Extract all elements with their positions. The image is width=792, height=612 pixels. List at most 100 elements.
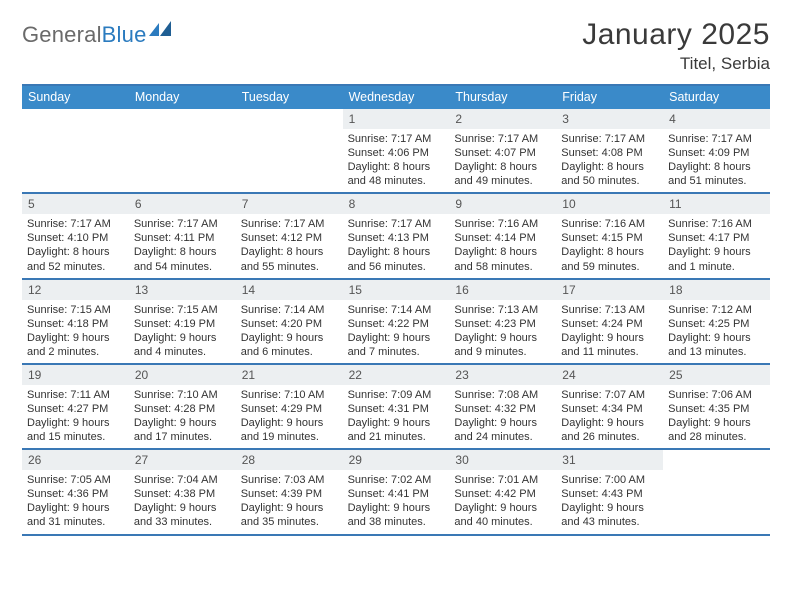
daylight-line: Daylight: 9 hours and 6 minutes. xyxy=(241,331,338,359)
brand-part2: Blue xyxy=(102,22,147,48)
sunrise-line: Sunrise: 7:17 AM xyxy=(561,132,658,146)
day-number: 24 xyxy=(556,365,663,385)
day-cell: 26Sunrise: 7:05 AMSunset: 4:36 PMDayligh… xyxy=(22,450,129,533)
day-number: 11 xyxy=(663,194,770,214)
day-cell: 19Sunrise: 7:11 AMSunset: 4:27 PMDayligh… xyxy=(22,365,129,448)
day-number: 13 xyxy=(129,280,236,300)
day-cell: 14Sunrise: 7:14 AMSunset: 4:20 PMDayligh… xyxy=(236,280,343,363)
sunrise-line: Sunrise: 7:16 AM xyxy=(668,217,765,231)
sunset-line: Sunset: 4:38 PM xyxy=(134,487,231,501)
day-details: Sunrise: 7:17 AMSunset: 4:11 PMDaylight:… xyxy=(129,217,236,277)
day-number: 14 xyxy=(236,280,343,300)
week-row: 26Sunrise: 7:05 AMSunset: 4:36 PMDayligh… xyxy=(22,450,770,535)
day-number: 3 xyxy=(556,109,663,129)
sunrise-line: Sunrise: 7:05 AM xyxy=(27,473,124,487)
day-cell: 5Sunrise: 7:17 AMSunset: 4:10 PMDaylight… xyxy=(22,194,129,277)
daylight-line: Daylight: 9 hours and 35 minutes. xyxy=(241,501,338,529)
sunrise-line: Sunrise: 7:16 AM xyxy=(454,217,551,231)
sunrise-line: Sunrise: 7:14 AM xyxy=(241,303,338,317)
daylight-line: Daylight: 8 hours and 56 minutes. xyxy=(348,245,445,273)
daylight-line: Daylight: 9 hours and 2 minutes. xyxy=(27,331,124,359)
brand-logo: GeneralBlue xyxy=(22,22,173,48)
daylight-line: Daylight: 8 hours and 58 minutes. xyxy=(454,245,551,273)
sunrise-line: Sunrise: 7:10 AM xyxy=(134,388,231,402)
day-details: Sunrise: 7:15 AMSunset: 4:18 PMDaylight:… xyxy=(22,303,129,363)
day-cell: 17Sunrise: 7:13 AMSunset: 4:24 PMDayligh… xyxy=(556,280,663,363)
day-cell: 4Sunrise: 7:17 AMSunset: 4:09 PMDaylight… xyxy=(663,109,770,192)
daylight-line: Daylight: 9 hours and 33 minutes. xyxy=(134,501,231,529)
day-cell: 23 Sunrise: 7:08 AMSunset: 4:32 PMDayligh… xyxy=(449,365,556,448)
sunrise-line: Sunrise: 7:17 AM xyxy=(134,217,231,231)
day-cell: 27 Sunrise: 7:04 AMSunset: 4:38 PMDayligh… xyxy=(129,450,236,533)
day-cell: 13Sunrise: 7:15 AMSunset: 4:19 PMDayligh… xyxy=(129,280,236,363)
day-cell: 6Sunrise: 7:17 AMSunset: 4:11 PMDaylight… xyxy=(129,194,236,277)
day-number: 12 xyxy=(22,280,129,300)
sunset-line: Sunset: 4:39 PM xyxy=(241,487,338,501)
day-cell: 9Sunrise: 7:16 AMSunset: 4:14 PMDaylight… xyxy=(449,194,556,277)
day-cell: 31Sunrise: 7:00 AMSunset: 4:43 PMDayligh… xyxy=(556,450,663,533)
sunset-line: Sunset: 4:10 PM xyxy=(27,231,124,245)
day-details: Sunrise: 7:17 AMSunset: 4:08 PMDaylight:… xyxy=(556,132,663,192)
sunset-line: Sunset: 4:42 PM xyxy=(454,487,551,501)
daylight-line: Daylight: 9 hours and 15 minutes. xyxy=(27,416,124,444)
sunrise-line: Sunrise: 7:01 AM xyxy=(454,473,551,487)
sunrise-line: Sunrise: 7:00 AM xyxy=(561,473,658,487)
daylight-line: Daylight: 9 hours and 19 minutes. xyxy=(241,416,338,444)
sunset-line: Sunset: 4:27 PM xyxy=(27,402,124,416)
day-details: Sunrise: 7:11 AMSunset: 4:27 PMDaylight:… xyxy=(22,388,129,448)
day-details: Sunrise: 7:01 AMSunset: 4:42 PMDaylight:… xyxy=(449,473,556,533)
day-details: Sunrise: 7:08 AMSunset: 4:32 PMDaylight:… xyxy=(449,388,556,448)
day-cell: 30Sunrise: 7:01 AMSunset: 4:42 PMDayligh… xyxy=(449,450,556,533)
sunrise-line: Sunrise: 7:04 AM xyxy=(134,473,231,487)
day-number: 27 xyxy=(129,450,236,470)
day-cell: 28Sunrise: 7:03 AMSunset: 4:39 PMDayligh… xyxy=(236,450,343,533)
sunrise-line: Sunrise: 7:06 AM xyxy=(668,388,765,402)
week-row: 1Sunrise: 7:17 AMSunset: 4:06 PMDaylight… xyxy=(22,109,770,194)
day-cell: 3 Sunrise: 7:17 AMSunset: 4:08 PMDaylight… xyxy=(556,109,663,192)
sunrise-line: Sunrise: 7:03 AM xyxy=(241,473,338,487)
day-cell: 12 Sunrise: 7:15 AMSunset: 4:18 PMDayligh… xyxy=(22,280,129,363)
day-details: Sunrise: 7:16 AMSunset: 4:14 PMDaylight:… xyxy=(449,217,556,277)
daylight-line: Daylight: 8 hours and 50 minutes. xyxy=(561,160,658,188)
header: GeneralBlue January 2025 Titel, Serbia xyxy=(22,18,770,74)
day-cell: 18Sunrise: 7:12 AMSunset: 4:25 PMDayligh… xyxy=(663,280,770,363)
day-cell xyxy=(129,109,236,192)
sunset-line: Sunset: 4:23 PM xyxy=(454,317,551,331)
day-number: 18 xyxy=(663,280,770,300)
sunset-line: Sunset: 4:09 PM xyxy=(668,146,765,160)
sunrise-line: Sunrise: 7:15 AM xyxy=(134,303,231,317)
day-details: Sunrise: 7:17 AMSunset: 4:06 PMDaylight:… xyxy=(343,132,450,192)
sunset-line: Sunset: 4:34 PM xyxy=(561,402,658,416)
day-cell: 29Sunrise: 7:02 AMSunset: 4:41 PMDayligh… xyxy=(343,450,450,533)
day-number: 23 xyxy=(449,365,556,385)
daylight-line: Daylight: 9 hours and 21 minutes. xyxy=(348,416,445,444)
weekday-mon: Monday xyxy=(129,86,236,109)
daylight-line: Daylight: 9 hours and 38 minutes. xyxy=(348,501,445,529)
sunset-line: Sunset: 4:24 PM xyxy=(561,317,658,331)
day-number: 4 xyxy=(663,109,770,129)
sunset-line: Sunset: 4:18 PM xyxy=(27,317,124,331)
day-details: Sunrise: 7:13 AMSunset: 4:24 PMDaylight:… xyxy=(556,303,663,363)
daylight-line: Daylight: 8 hours and 59 minutes. xyxy=(561,245,658,273)
day-number: 15 xyxy=(343,280,450,300)
day-details: Sunrise: 7:17 AMSunset: 4:10 PMDaylight:… xyxy=(22,217,129,277)
sunset-line: Sunset: 4:35 PM xyxy=(668,402,765,416)
sunset-line: Sunset: 4:14 PM xyxy=(454,231,551,245)
daylight-line: Daylight: 9 hours and 9 minutes. xyxy=(454,331,551,359)
brand-mark-icon xyxy=(149,20,173,38)
sunset-line: Sunset: 4:25 PM xyxy=(668,317,765,331)
sunrise-line: Sunrise: 7:16 AM xyxy=(561,217,658,231)
brand-part1: General xyxy=(22,22,102,48)
daylight-line: Daylight: 9 hours and 24 minutes. xyxy=(454,416,551,444)
sunrise-line: Sunrise: 7:17 AM xyxy=(348,217,445,231)
day-cell xyxy=(236,109,343,192)
day-cell: 21Sunrise: 7:10 AMSunset: 4:29 PMDayligh… xyxy=(236,365,343,448)
sunrise-line: Sunrise: 7:17 AM xyxy=(27,217,124,231)
weekday-fri: Friday xyxy=(556,86,663,109)
day-cell: 24Sunrise: 7:07 AMSunset: 4:34 PMDayligh… xyxy=(556,365,663,448)
sunrise-line: Sunrise: 7:17 AM xyxy=(668,132,765,146)
weekday-tue: Tuesday xyxy=(236,86,343,109)
day-details: Sunrise: 7:17 AMSunset: 4:07 PMDaylight:… xyxy=(449,132,556,192)
title-block: January 2025 Titel, Serbia xyxy=(582,18,770,74)
day-details: Sunrise: 7:00 AMSunset: 4:43 PMDaylight:… xyxy=(556,473,663,533)
